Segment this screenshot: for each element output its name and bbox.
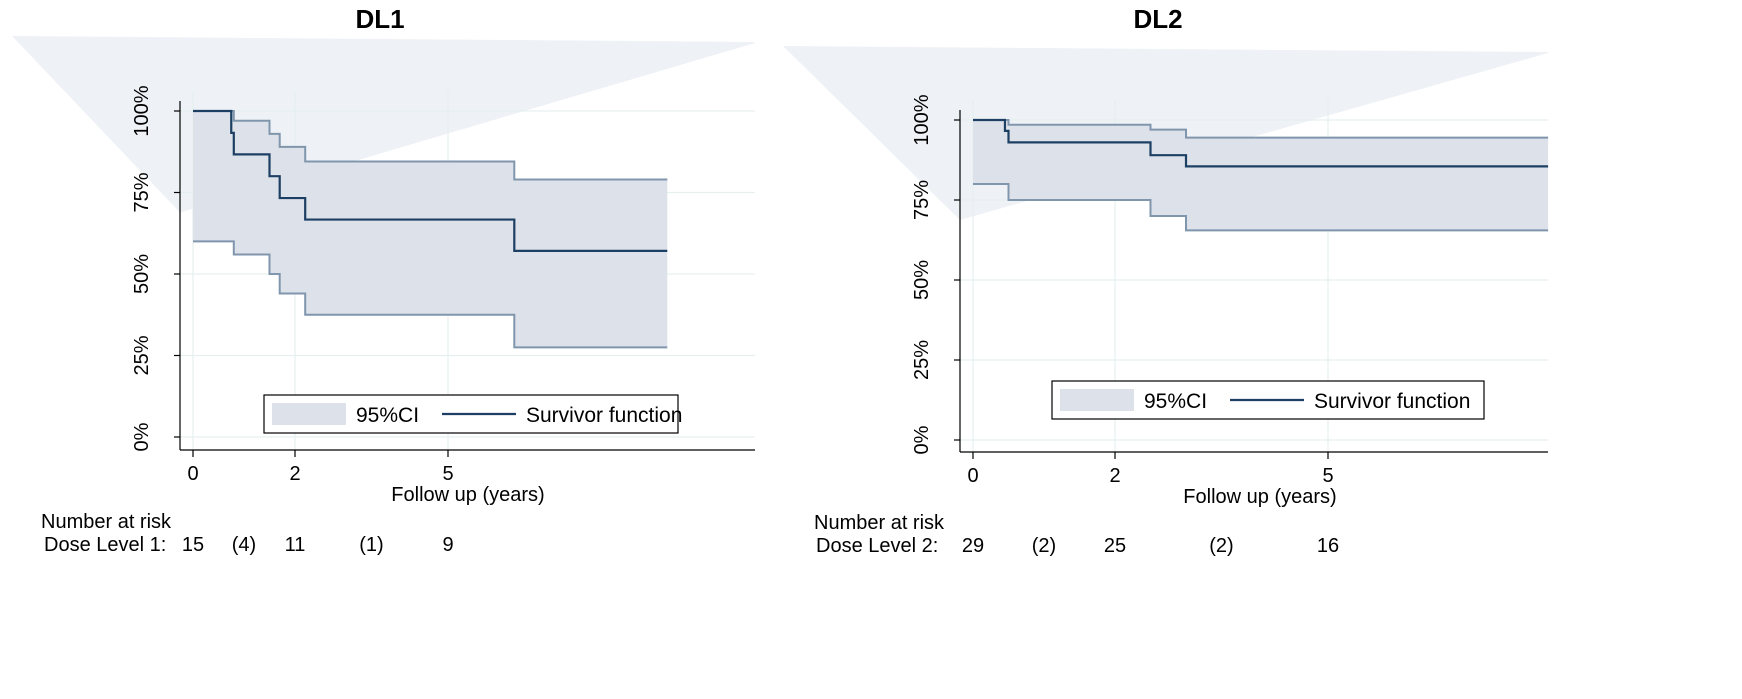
ci-upper-line	[973, 119, 1549, 139]
y-tick-label: 25%	[911, 340, 933, 380]
y-tick-label: 75%	[131, 172, 153, 212]
survivor-function-line	[193, 109, 668, 252]
x-axis-label: Follow up (years)	[391, 484, 544, 506]
ci-band	[973, 120, 1549, 231]
y-tick-label: 75%	[911, 180, 933, 220]
legend-label-ci: 95%CI	[356, 404, 419, 427]
x-axis-label: Follow up (years)	[1183, 486, 1336, 508]
risk-table-heading: Number at risk	[41, 511, 172, 533]
legend: 95%CI Survivor function	[1051, 380, 1485, 420]
legend-swatch-ci	[272, 403, 346, 425]
y-tick-label: 50%	[131, 254, 153, 294]
ci-lower-line	[193, 240, 668, 349]
risk-table-heading: Number at risk	[814, 512, 945, 534]
x-tick-label: 5	[442, 463, 453, 485]
legend: 95%CI Survivor function	[263, 394, 682, 434]
risk-table-value: (2)	[1209, 535, 1233, 557]
risk-table-value: (2)	[1032, 535, 1056, 557]
survivor-function-line	[973, 118, 1549, 168]
y-tick-label: 50%	[911, 260, 933, 300]
y-tick-label: 25%	[131, 335, 153, 375]
y-tick-label: 0%	[131, 422, 153, 451]
risk-table-value: (4)	[232, 534, 256, 556]
legend-label-survivor: Survivor function	[1314, 390, 1470, 413]
chart-title: DL1	[355, 4, 404, 34]
y-tick-label: 0%	[911, 425, 933, 454]
risk-table-value: 9	[442, 534, 453, 556]
legend-label-survivor: Survivor function	[526, 404, 682, 427]
x-tick-label: 2	[289, 463, 300, 485]
ci-lower-line	[973, 183, 1549, 232]
risk-table-value: 25	[1104, 535, 1126, 557]
risk-table-value: 15	[182, 534, 204, 556]
x-tick-label: 0	[967, 465, 978, 487]
chart-title: DL2	[1133, 4, 1182, 34]
risk-table-value: 29	[962, 535, 984, 557]
risk-table-value: (1)	[359, 534, 383, 556]
risk-table-row-label: Dose Level 1:	[44, 534, 166, 556]
ci-band	[193, 111, 668, 348]
legend-label-ci: 95%CI	[1144, 390, 1207, 413]
x-tick-label: 0	[187, 463, 198, 485]
risk-table-value: 16	[1317, 535, 1339, 557]
risk-table-row-label: Dose Level 2:	[816, 535, 938, 557]
y-tick-label: 100%	[131, 85, 153, 136]
ci-upper-line	[193, 110, 668, 181]
y-tick-label: 100%	[911, 94, 933, 145]
legend-swatch-ci	[1060, 389, 1134, 411]
x-tick-label: 2	[1109, 465, 1120, 487]
risk-table-value: 11	[285, 534, 306, 556]
x-tick-label: 5	[1322, 465, 1333, 487]
